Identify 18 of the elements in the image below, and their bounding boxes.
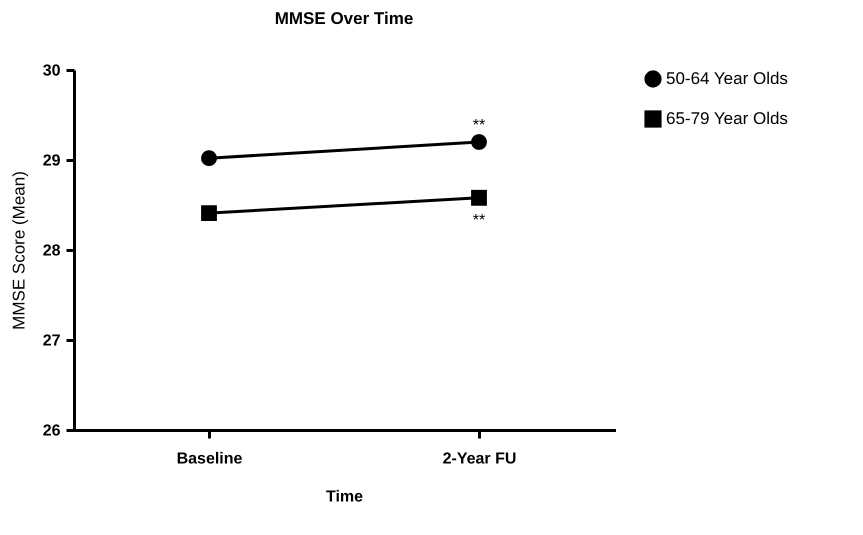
point <box>201 150 217 166</box>
chart-title: MMSE Over Time <box>274 9 414 28</box>
y-tick-label: 27 <box>42 332 61 350</box>
x-tick-label: Baseline <box>176 450 243 468</box>
legend-label: 65-79 Year Olds <box>666 109 788 128</box>
x-tick-label: 2-Year FU <box>442 450 516 468</box>
y-tick-label: 26 <box>42 422 61 440</box>
y-tick-label: 30 <box>42 62 61 80</box>
y-axis-title: MMSE Score (Mean) <box>10 171 29 330</box>
y-tick-label: 28 <box>42 242 61 260</box>
legend-label: 50-64 Year Olds <box>666 69 788 88</box>
annotation: ** <box>472 212 486 229</box>
point <box>471 134 487 150</box>
point <box>201 205 217 222</box>
x-axis-title: Time <box>326 488 364 506</box>
point <box>471 190 487 206</box>
y-tick-label: 29 <box>42 152 61 170</box>
annotation: ** <box>472 117 486 134</box>
